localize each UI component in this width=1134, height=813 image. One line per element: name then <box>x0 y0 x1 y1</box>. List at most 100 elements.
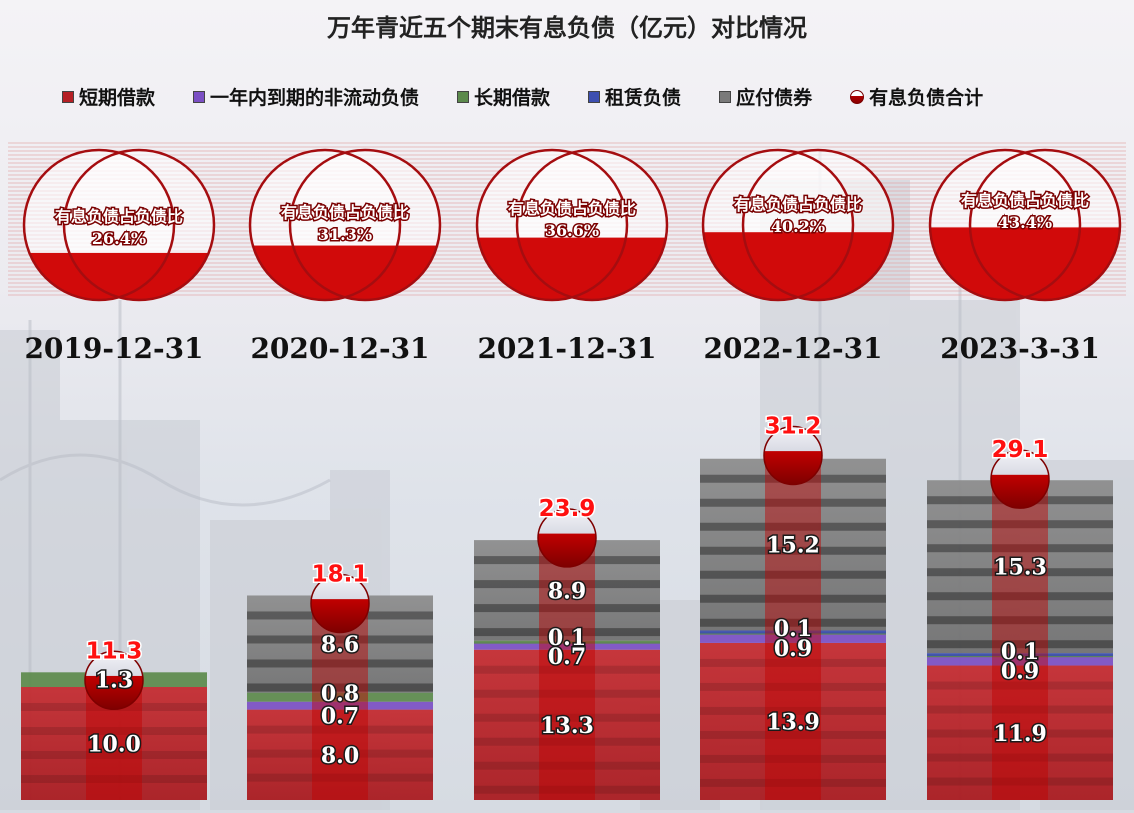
data-label: 0.9 <box>774 636 812 662</box>
ratio-circle-outline <box>248 148 402 302</box>
bar-segment <box>474 649 660 800</box>
legend-swatch <box>719 90 732 103</box>
total-label: 29.1 <box>992 437 1049 463</box>
ratio-caption: 有息负债占负债比 <box>734 195 862 214</box>
ratio-circle-outline <box>968 148 1122 302</box>
total-column <box>312 603 368 800</box>
bar-stripe <box>700 658 886 667</box>
total-column <box>765 455 821 800</box>
total-marker <box>763 425 823 486</box>
bar-stripe <box>700 682 886 691</box>
bar-stripe <box>247 659 433 668</box>
legend-label: 应付债券 <box>736 87 813 109</box>
data-label: 0.7 <box>321 704 359 730</box>
legend-label: 长期借款 <box>474 87 551 109</box>
data-label: 8.0 <box>321 743 359 769</box>
bar-stripe <box>927 520 1113 529</box>
data-labels: 11.310.01.318.18.00.70.88.623.913.30.70.… <box>84 412 1050 770</box>
bar-stripe <box>474 761 660 770</box>
data-label: 8.9 <box>548 578 586 604</box>
category-label: 2020-12-31 <box>250 332 429 365</box>
bar-stripe <box>21 751 207 759</box>
bar-stack <box>21 650 207 800</box>
total-label: 11.3 <box>86 638 143 664</box>
data-label: 0.8 <box>321 681 359 707</box>
legend-label: 短期借款 <box>79 87 156 109</box>
bar-stripe <box>247 773 433 782</box>
total-label: 18.1 <box>312 561 369 587</box>
data-label: 1.3 <box>95 668 133 694</box>
ratio-caption: 有息负债占负债比 <box>508 199 636 218</box>
bar-stripe <box>474 785 660 794</box>
legend-item: 长期借款 <box>457 83 550 110</box>
bar-stripe <box>700 498 886 507</box>
bar-stack <box>700 425 886 800</box>
ratio-gauge: 有息负债占负债比 43.4% <box>928 148 1122 302</box>
legend-swatch <box>588 90 601 103</box>
bar-segment <box>247 692 433 702</box>
category-label: 2023-3-31 <box>940 332 1100 365</box>
bar-stripe <box>247 635 433 644</box>
legend-swatch <box>457 90 470 103</box>
legend-label: 有息负债合计 <box>869 87 984 109</box>
total-marker <box>310 573 370 634</box>
total-label: 23.9 <box>539 496 596 522</box>
category-labels: 2019-12-31 2020-12-31 2021-12-31 2022-12-31… <box>24 332 1099 365</box>
ratio-circle-outline <box>741 148 895 302</box>
bar-stripe <box>700 546 886 555</box>
bar-stripe <box>700 570 886 579</box>
ratio-fill <box>24 252 214 300</box>
bar-segment <box>247 709 433 800</box>
bar-stripe <box>474 665 660 674</box>
chart-title: 万年青近五个期末有息负债（亿元）对比情况 <box>327 13 807 42</box>
data-label: 0.1 <box>1001 639 1039 665</box>
bar-stripe <box>474 737 660 746</box>
bar-stripe <box>927 705 1113 714</box>
ratio-caption: 有息负债占负债比 <box>281 203 409 222</box>
bar-stripe <box>247 683 433 692</box>
data-label: 13.3 <box>540 713 594 739</box>
data-label: 0.9 <box>1001 658 1039 684</box>
ratio-circle-outline <box>701 148 855 302</box>
bar-stripe <box>21 775 207 783</box>
ratio-fill <box>477 237 667 300</box>
ratio-circle-outline <box>928 148 1082 302</box>
legend-item: 租赁负债 <box>588 83 681 110</box>
ratio-circle-outline <box>62 148 216 302</box>
bar-segment <box>927 655 1113 666</box>
ratio-gauge: 有息负债占负债比 36.6% <box>475 148 669 302</box>
total-label: 31.2 <box>765 413 822 439</box>
bar-segment <box>927 665 1113 800</box>
ratio-caption: 有息负债占负债比 <box>55 207 183 226</box>
legend-item: 应付债券 <box>719 83 812 110</box>
bar-segment <box>700 642 886 800</box>
bar-stripe <box>474 604 660 613</box>
bar-stripe <box>927 592 1113 601</box>
bar-segment <box>700 632 886 643</box>
data-label: 0.7 <box>548 644 586 670</box>
bar-segment <box>700 458 886 631</box>
bar-stripe <box>247 725 433 734</box>
legend-label: 租赁负债 <box>605 87 682 109</box>
bar-stripe <box>700 522 886 531</box>
category-label: 2021-12-31 <box>477 332 656 365</box>
ratio-value: 31.3% <box>318 225 372 244</box>
ratio-value: 26.4% <box>92 229 146 248</box>
ratio-value: 43.4% <box>998 213 1052 232</box>
ratio-circle-outline <box>22 148 176 302</box>
category-label: 2019-12-31 <box>24 332 203 365</box>
bar-stripe <box>927 753 1113 762</box>
legend-swatch <box>850 89 865 104</box>
bar-segment <box>247 701 433 710</box>
bar-stripe <box>700 754 886 763</box>
legend-label: 一年内到期的非流动负债 <box>210 87 420 109</box>
bar-segment <box>927 480 1113 654</box>
bar-stack <box>474 508 660 800</box>
ratio-gauge: 有息负债占负债比 31.3% <box>248 148 442 302</box>
total-marker <box>84 650 144 711</box>
ratio-gauge: 有息负债占负债比 26.4% <box>22 148 216 302</box>
chart-legend: 短期借款 一年内到期的非流动负债 长期借款 租赁负债 应付债券 有息负债合计 <box>62 83 1021 110</box>
ratio-gauge: 有息负债占负债比 40.2% <box>701 148 895 302</box>
legend-item: 短期借款 <box>62 83 155 110</box>
